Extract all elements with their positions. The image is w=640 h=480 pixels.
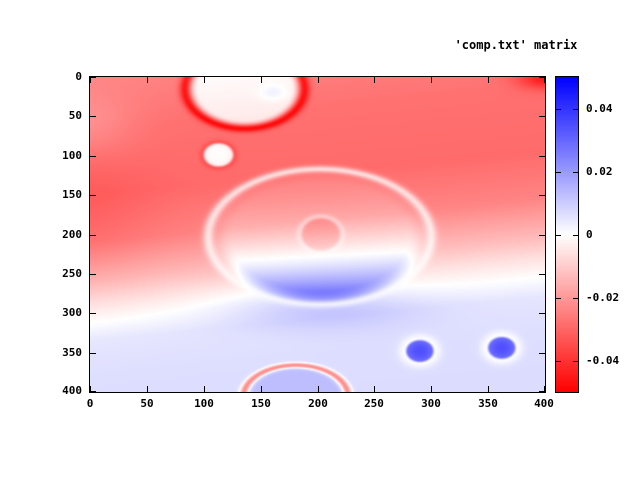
y-tick xyxy=(539,77,545,78)
y-tick xyxy=(90,77,96,78)
colorbar-tick-label: -0.02 xyxy=(586,291,620,304)
y-tick xyxy=(90,274,96,275)
colorbar-tick xyxy=(556,361,561,362)
y-tick-label: 300 xyxy=(62,306,82,319)
x-tick xyxy=(90,386,91,392)
x-tick-label: 300 xyxy=(421,397,441,410)
x-tick xyxy=(374,386,375,392)
y-tick xyxy=(90,156,96,157)
y-tick xyxy=(90,353,96,354)
chart-title: 'comp.txt' matrix xyxy=(454,38,578,52)
colorbar-tick-label: 0.02 xyxy=(586,165,613,178)
y-tick xyxy=(539,195,545,196)
y-tick xyxy=(539,235,545,236)
x-tick-label: 350 xyxy=(478,397,498,410)
y-tick-label: 250 xyxy=(62,267,82,280)
colorbar-tick xyxy=(556,172,561,173)
x-tick-label: 150 xyxy=(251,397,271,410)
y-tick xyxy=(539,156,545,157)
y-tick-label: 0 xyxy=(75,70,82,83)
x-tick xyxy=(147,386,148,392)
x-tick xyxy=(318,386,319,392)
colorbar-tick xyxy=(573,361,578,362)
colorbar-tick-label: 0.04 xyxy=(586,102,613,115)
colorbar-tick xyxy=(573,235,578,236)
y-tick-label: 400 xyxy=(62,384,82,397)
x-tick xyxy=(488,77,489,83)
x-tick-label: 50 xyxy=(140,397,154,410)
y-tick xyxy=(539,353,545,354)
x-tick xyxy=(318,77,319,83)
x-tick xyxy=(374,77,375,83)
colorbar-tick-label: -0.04 xyxy=(586,354,620,367)
y-tick-label: 350 xyxy=(62,346,82,359)
colorbar-tick xyxy=(556,298,561,299)
x-tick xyxy=(204,77,205,83)
x-tick-label: 200 xyxy=(308,397,328,410)
colorbar xyxy=(555,76,579,393)
heatmap-canvas xyxy=(90,77,545,392)
x-tick xyxy=(261,77,262,83)
colorbar-tick-label: 0 xyxy=(586,228,593,241)
x-tick xyxy=(544,386,545,392)
y-tick xyxy=(90,195,96,196)
y-tick-label: 150 xyxy=(62,188,82,201)
colorbar-tick xyxy=(573,298,578,299)
y-tick xyxy=(539,116,545,117)
x-tick xyxy=(261,386,262,392)
x-tick-label: 250 xyxy=(364,397,384,410)
x-tick xyxy=(147,77,148,83)
y-tick xyxy=(539,391,545,392)
y-tick xyxy=(90,313,96,314)
y-tick-label: 50 xyxy=(68,109,82,122)
y-tick xyxy=(90,116,96,117)
x-tick-label: 400 xyxy=(534,397,554,410)
colorbar-tick xyxy=(573,172,578,173)
y-tick xyxy=(539,274,545,275)
x-tick xyxy=(544,77,545,83)
colorbar-tick xyxy=(573,109,578,110)
heatmap-plot-area xyxy=(89,76,546,393)
colorbar-canvas xyxy=(556,77,578,392)
colorbar-tick xyxy=(556,235,561,236)
y-tick-label: 200 xyxy=(62,228,82,241)
x-tick xyxy=(204,386,205,392)
x-tick xyxy=(431,77,432,83)
y-tick xyxy=(539,313,545,314)
x-tick-label: 100 xyxy=(194,397,214,410)
x-tick xyxy=(90,77,91,83)
y-tick xyxy=(90,391,96,392)
x-tick-label: 0 xyxy=(86,397,94,410)
x-tick xyxy=(431,386,432,392)
colorbar-tick xyxy=(556,109,561,110)
x-tick xyxy=(488,386,489,392)
y-tick-label: 100 xyxy=(62,149,82,162)
y-tick xyxy=(90,235,96,236)
